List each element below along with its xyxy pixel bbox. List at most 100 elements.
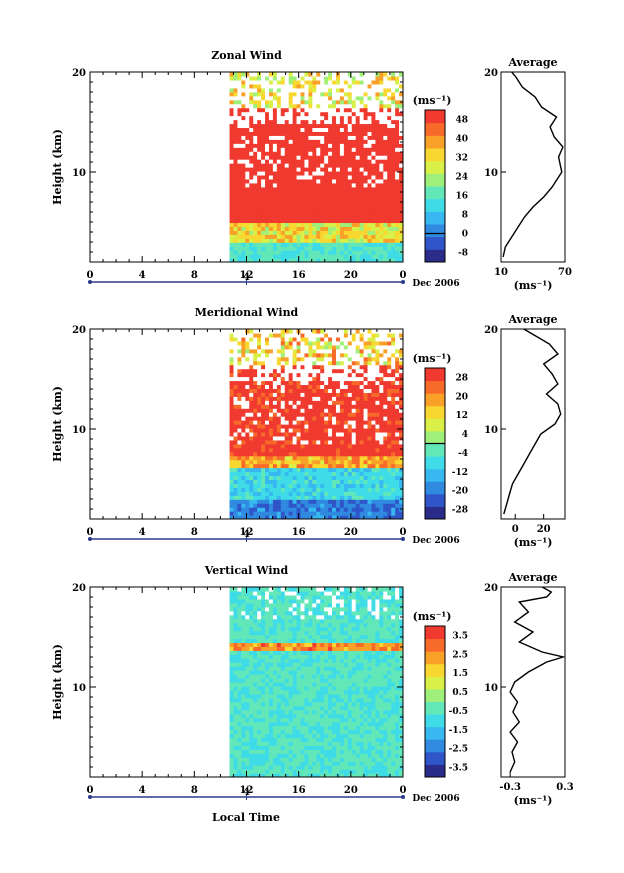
heatmap-cell (261, 741, 266, 746)
heatmap-cell (229, 467, 235, 473)
heatmap-cell (229, 95, 235, 101)
heatmap-cell (308, 356, 313, 362)
heatmap-cell (363, 427, 369, 433)
heatmap-cell (351, 75, 357, 81)
heatmap-cell (367, 340, 373, 346)
heatmap-cell (347, 467, 353, 473)
heatmap-cell (328, 431, 333, 437)
heatmap-cell (272, 499, 278, 504)
heatmap-cell (391, 459, 396, 465)
heatmap-cell (351, 155, 357, 160)
profile-frame (500, 328, 566, 520)
heatmap-cell (272, 753, 278, 758)
heatmap-cell (292, 352, 298, 358)
heatmap-cell (379, 737, 384, 742)
heatmap-cell (371, 87, 376, 93)
profile-title: Average (507, 313, 557, 326)
heatmap-cell (265, 210, 270, 216)
heatmap-cell (265, 344, 270, 350)
heatmap-cell (229, 143, 235, 148)
heatmap-cell (268, 159, 274, 164)
heatmap-cell (332, 79, 337, 85)
heatmap-cell (233, 380, 239, 386)
heatmap-cell (292, 356, 298, 362)
heatmap-cell (347, 431, 353, 437)
heatmap-cell (268, 123, 274, 129)
heatmap-cell (288, 75, 294, 81)
heatmap-cell (308, 131, 313, 136)
heatmap-cell (339, 753, 345, 758)
heatmap-cell (229, 356, 235, 362)
heatmap-cell (383, 352, 388, 358)
heatmap-cell (399, 364, 403, 370)
heatmap-cell (241, 749, 246, 754)
heatmap-cell (355, 332, 361, 338)
heatmap-cell (249, 123, 254, 129)
heatmap-cell (265, 435, 270, 441)
heatmap-cell (312, 206, 317, 212)
heatmap-cell (268, 463, 274, 469)
heatmap-cell (300, 329, 306, 334)
heatmap-cell (363, 214, 369, 220)
heatmap-cell (300, 83, 306, 89)
heatmap-cell (249, 483, 254, 488)
heatmap-cell (347, 408, 353, 413)
heatmap-cell (280, 127, 286, 132)
heatmap-cell (288, 238, 294, 243)
heatmap-cell (268, 254, 274, 259)
heatmap-cell (328, 198, 333, 204)
heatmap-cell (387, 352, 392, 358)
heatmap-cell (335, 757, 341, 762)
heatmap-cell (300, 143, 306, 148)
heatmap-cell (375, 368, 380, 374)
heatmap-cell (304, 396, 309, 401)
heatmap-cell (343, 757, 349, 762)
heatmap-cell (387, 226, 392, 231)
heatmap-cell (379, 210, 384, 216)
heatmap-cell (245, 483, 250, 488)
heatmap-cell (316, 757, 321, 762)
heatmap-cell (253, 463, 258, 469)
heatmap-cell (391, 427, 396, 433)
heatmap-cell (359, 499, 365, 504)
heatmap-cell (304, 186, 309, 192)
heatmap-cell (399, 127, 403, 132)
heatmap-cell (249, 238, 254, 243)
heatmap-cell (335, 404, 341, 409)
heatmap-cell (367, 765, 373, 770)
heatmap-cell (249, 329, 254, 334)
heatmap-cell (308, 737, 313, 742)
heatmap-cell (359, 757, 365, 762)
heatmap-cell (320, 388, 325, 393)
heatmap-cell (379, 155, 384, 160)
heatmap-cell (332, 147, 337, 152)
heatmap-cell (383, 254, 388, 259)
heatmap-cell (253, 87, 258, 93)
heatmap-cell (347, 230, 353, 235)
heatmap-cell (320, 392, 325, 397)
heatmap-cell (371, 139, 376, 144)
heatmap-cell (312, 234, 317, 239)
heatmap-cell (320, 439, 325, 445)
heatmap-cell (265, 360, 270, 366)
heatmap-cell (265, 439, 270, 445)
heatmap-cell (284, 182, 290, 188)
heatmap-cell (265, 427, 270, 433)
heatmap-cell (367, 99, 373, 105)
heatmap-cell (363, 103, 369, 109)
heatmap-cell (335, 427, 341, 433)
heatmap-cell (316, 344, 321, 350)
heatmap-cell (339, 135, 345, 140)
heatmap-cell (324, 388, 329, 393)
heatmap-cell (335, 733, 341, 739)
heatmap-cell (363, 745, 369, 750)
heatmap-cell (339, 420, 345, 425)
heatmap-cell (253, 745, 258, 750)
heatmap-cell (276, 226, 282, 231)
heatmap-cell (257, 194, 262, 200)
heatmap-cell (276, 329, 282, 334)
heatmap-cell (343, 400, 349, 405)
heatmap-cell (253, 79, 258, 85)
heatmap-cell (347, 329, 353, 334)
heatmap-cell (245, 427, 250, 433)
